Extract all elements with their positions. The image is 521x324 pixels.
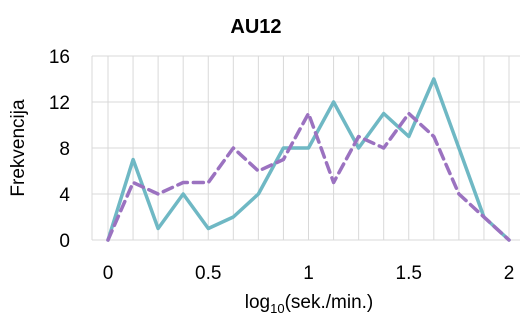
x-axis-label-rest: (sek./min.) (285, 292, 374, 313)
x-tick-label: 0.5 (195, 263, 221, 284)
x-axis-label: log10(sek./min.) (245, 292, 374, 316)
x-tick-label: 1 (303, 263, 314, 284)
y-tick-label: 8 (59, 139, 70, 160)
x-tick-label: 2 (504, 263, 515, 284)
x-tick-label: 0 (103, 263, 114, 284)
x-axis-label-subscript: 10 (270, 301, 284, 316)
series-line-solid (106, 77, 511, 242)
y-tick-label: 0 (59, 231, 70, 252)
x-tick-label: 1.5 (396, 263, 422, 284)
series-line-dashed (106, 111, 511, 242)
y-tick-labels: 0 4 8 12 16 (49, 47, 71, 252)
y-tick-label: 4 (59, 185, 70, 206)
y-tick-label: 12 (49, 93, 70, 114)
y-axis-label: Frekvencija (8, 99, 29, 197)
x-axis-label-main: log (245, 292, 270, 313)
chart-title: AU12 (230, 16, 281, 38)
x-tick-labels: 0 0.5 1 1.5 2 (103, 263, 515, 284)
series-lines (106, 77, 511, 242)
y-tick-label: 16 (49, 47, 70, 68)
